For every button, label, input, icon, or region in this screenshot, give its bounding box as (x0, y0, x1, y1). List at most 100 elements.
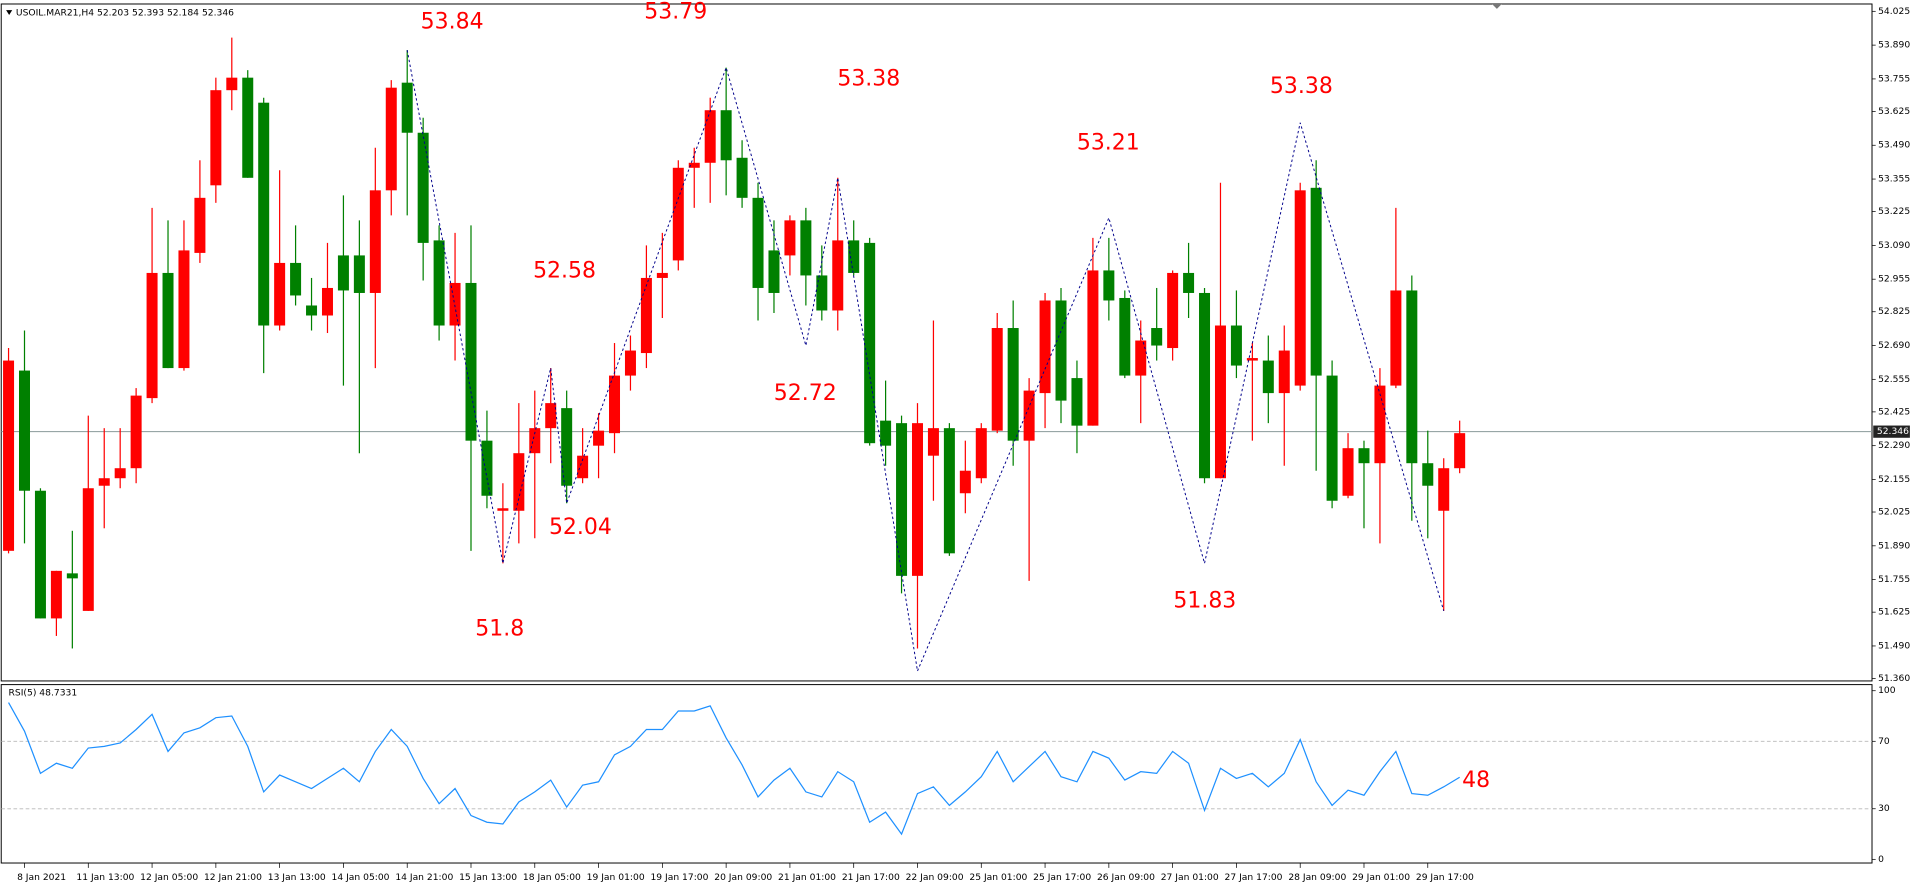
candle-body (210, 90, 222, 186)
candle-body (624, 350, 636, 376)
candle-body (1167, 272, 1179, 349)
candle-body (3, 360, 15, 551)
candle-body (385, 87, 397, 191)
candle-body (50, 570, 62, 619)
candle-body (258, 102, 270, 326)
candle-body (816, 275, 828, 311)
y-tick-label: 53.355 (1878, 174, 1910, 185)
candle-body (1199, 292, 1211, 479)
x-tick-label: 11 Jan 13:00 (76, 872, 134, 883)
candle-body (274, 262, 286, 326)
candle-body (609, 375, 621, 434)
candle-body (1342, 448, 1354, 496)
candle-body (321, 287, 333, 316)
x-tick-label: 26 Jan 09:00 (1097, 872, 1155, 883)
y-tick-label: 52.025 (1878, 507, 1910, 518)
candle-body (290, 262, 302, 296)
candle-body (561, 408, 573, 486)
candle-body (369, 190, 381, 293)
candle-body (114, 468, 126, 479)
x-tick-label: 29 Jan 17:00 (1416, 872, 1474, 883)
candle-body (720, 110, 732, 161)
candle-body (194, 197, 206, 253)
low-value: 52.184 (167, 7, 199, 18)
x-tick-label: 21 Jan 17:00 (842, 872, 900, 883)
x-tick-label: 20 Jan 09:00 (714, 872, 772, 883)
y-tick-label: 53.755 (1878, 73, 1910, 84)
last-price-label: 52.346 (1877, 426, 1909, 437)
candle-body (1119, 297, 1131, 376)
y-tick-label: 52.425 (1878, 406, 1910, 417)
candle-body (337, 255, 349, 291)
candle-body (465, 282, 477, 441)
candle-body (481, 440, 493, 496)
candle-body (178, 250, 190, 369)
candle-body (1007, 328, 1019, 441)
candle-body (1246, 358, 1258, 361)
candle-body (1103, 270, 1115, 301)
candle-body (959, 470, 971, 494)
y-tick-label: 0 (1878, 854, 1884, 865)
candle-body (577, 455, 589, 479)
y-tick-label: 53.225 (1878, 206, 1910, 217)
candle-body (1278, 350, 1290, 394)
high-value: 52.393 (132, 7, 164, 18)
y-tick-label: 53.090 (1878, 240, 1910, 251)
x-tick-label: 12 Jan 05:00 (140, 872, 198, 883)
candle-body (768, 250, 780, 293)
candle-body (1438, 468, 1450, 511)
candle-body (927, 428, 939, 456)
y-tick-label: 52.555 (1878, 374, 1910, 385)
candle-body (1390, 290, 1402, 386)
x-tick-label: 28 Jan 09:00 (1288, 872, 1346, 883)
candle-body (449, 282, 461, 326)
x-tick-label: 14 Jan 21:00 (395, 872, 453, 883)
y-tick-label: 51.490 (1878, 640, 1910, 651)
candle-body (656, 272, 668, 278)
y-tick-label: 51.890 (1878, 540, 1910, 551)
price-annotation: 51.8 (475, 617, 524, 642)
y-tick-label: 53.490 (1878, 140, 1910, 151)
shift-marker (1491, 3, 1502, 9)
candle-body (306, 305, 318, 316)
candle-body (688, 162, 700, 168)
rsi-frame (0, 684, 1873, 864)
y-tick-label: 51.360 (1878, 673, 1910, 684)
x-tick-label: 15 Jan 13:00 (459, 872, 517, 883)
rsi-annotation: 48 (1462, 768, 1490, 793)
candle-body (704, 110, 716, 163)
x-tick-label: 14 Jan 05:00 (332, 872, 390, 883)
candle-body (162, 272, 174, 369)
y-tick-label: 52.690 (1878, 340, 1910, 351)
candle-body (1023, 390, 1035, 441)
candle-body (1326, 375, 1338, 501)
x-tick-label: 27 Jan 17:00 (1225, 872, 1283, 883)
candle-body (752, 197, 764, 288)
price-annotation: 52.72 (774, 381, 837, 406)
header: USOIL.MAR21,H4 52.203 52.393 52.184 52.3… (16, 7, 234, 18)
open-value: 52.203 (97, 7, 129, 18)
candle-body (529, 428, 541, 454)
candle-body (864, 242, 876, 444)
candle-body (401, 82, 413, 133)
price-annotation: 53.38 (1270, 74, 1333, 99)
y-tick-label: 51.755 (1878, 574, 1910, 585)
candle-body (146, 272, 158, 399)
candle-body (1055, 300, 1067, 401)
candle-body (66, 573, 78, 579)
candle-body (130, 395, 142, 469)
price-annotation: 52.04 (549, 515, 612, 540)
x-tick-label: 22 Jan 09:00 (906, 872, 964, 883)
x-tick-label: 25 Jan 01:00 (969, 872, 1027, 883)
y-tick-label: 53.625 (1878, 106, 1910, 117)
candle-body (1294, 190, 1306, 386)
x-tick-label: 8 Jan 2021 (17, 872, 66, 883)
candle-body (1454, 433, 1466, 469)
candle-body (943, 428, 955, 554)
x-tick-label: 19 Jan 17:00 (650, 872, 708, 883)
candle-body (640, 277, 652, 354)
candle-body (1087, 270, 1099, 426)
y-tick-label: 53.890 (1878, 40, 1910, 51)
